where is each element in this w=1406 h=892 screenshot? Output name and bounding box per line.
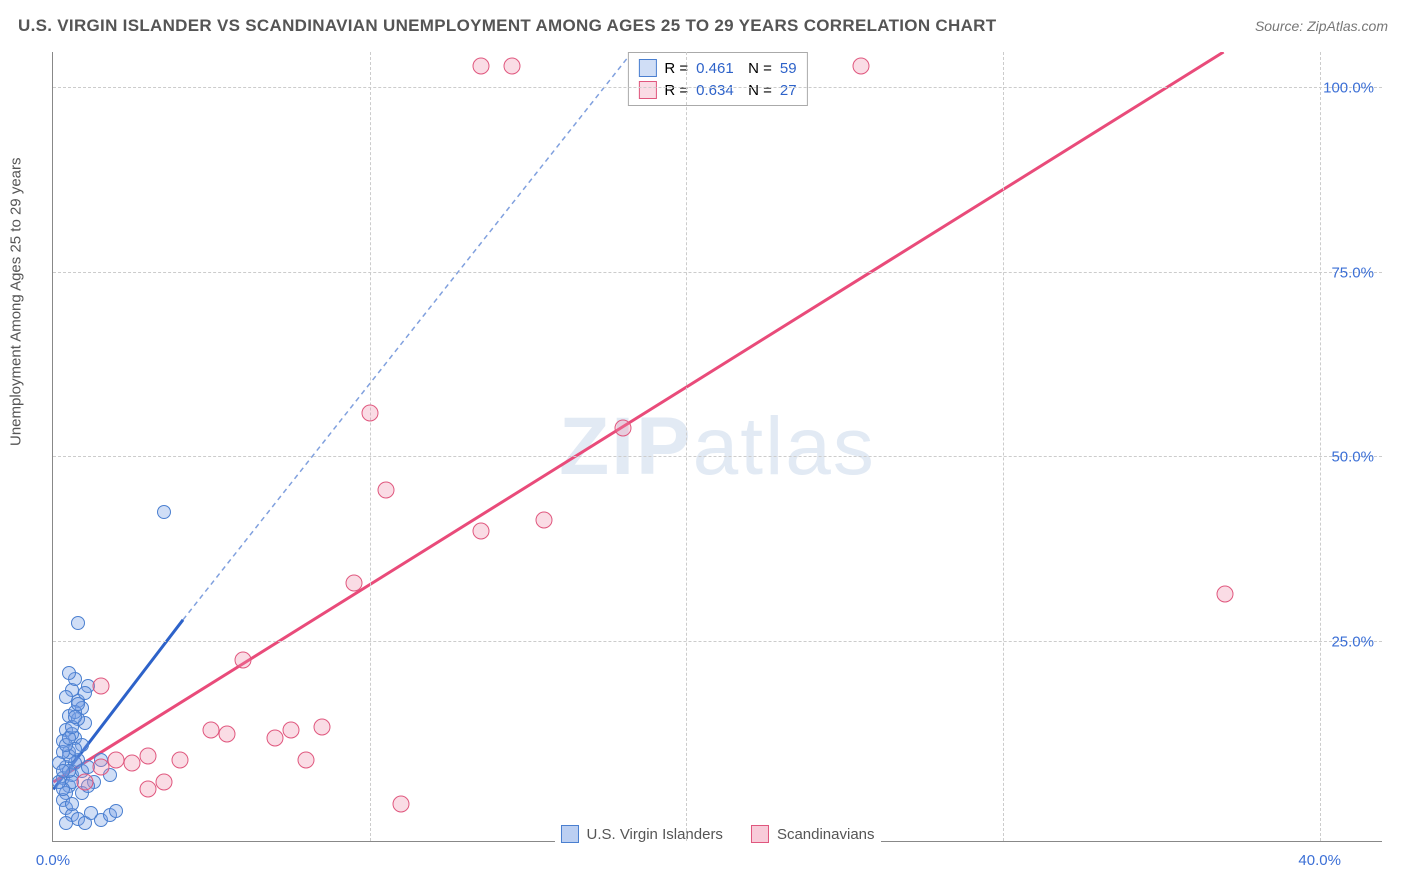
source-label: Source: ZipAtlas.com xyxy=(1255,18,1388,34)
y-tick-label: 100.0% xyxy=(1323,79,1374,96)
gridline-vertical xyxy=(1320,52,1321,841)
gridline-vertical xyxy=(686,52,687,841)
y-axis-label: Unemployment Among Ages 25 to 29 years xyxy=(8,157,25,446)
data-point xyxy=(62,666,76,680)
watermark-text: ZIPatlas xyxy=(559,400,876,494)
series2-legend-label: Scandinavians xyxy=(777,826,875,843)
series2-swatch xyxy=(638,81,656,99)
data-point xyxy=(615,419,632,436)
r-value-series2: 0.634 xyxy=(696,82,740,99)
data-point xyxy=(71,616,85,630)
legend-item-series1: U.S. Virgin Islanders xyxy=(560,825,722,843)
gridline-horizontal xyxy=(53,641,1382,642)
r-value-series1: 0.461 xyxy=(696,60,740,77)
data-point xyxy=(140,781,157,798)
series1-swatch xyxy=(638,59,656,77)
y-tick-label: 25.0% xyxy=(1331,633,1374,650)
data-point xyxy=(235,652,252,669)
data-point xyxy=(377,482,394,499)
gridline-horizontal xyxy=(53,456,1382,457)
gridline-vertical xyxy=(1003,52,1004,841)
data-point xyxy=(219,725,236,742)
data-point xyxy=(171,751,188,768)
data-point xyxy=(155,773,172,790)
data-point xyxy=(361,404,378,421)
scatter-chart: ZIPatlas R = 0.461 N = 59 R = 0.634 N = … xyxy=(52,52,1382,842)
data-point xyxy=(1216,585,1233,602)
legend-item-series2: Scandinavians xyxy=(751,825,875,843)
data-point xyxy=(108,751,125,768)
gridline-horizontal xyxy=(53,87,1382,88)
series1-swatch-icon xyxy=(560,825,578,843)
data-point xyxy=(157,505,171,519)
data-point xyxy=(393,796,410,813)
x-tick-label: 0.0% xyxy=(36,852,70,869)
gridline-vertical xyxy=(370,52,371,841)
data-point xyxy=(68,710,82,724)
data-point xyxy=(203,722,220,739)
data-point xyxy=(472,57,489,74)
data-point xyxy=(92,759,109,776)
n-label: N = xyxy=(748,60,772,77)
stats-legend: R = 0.461 N = 59 R = 0.634 N = 27 xyxy=(627,52,807,106)
y-tick-label: 75.0% xyxy=(1331,264,1374,281)
x-tick-label: 40.0% xyxy=(1298,852,1341,869)
gridline-horizontal xyxy=(53,272,1382,273)
data-point xyxy=(56,764,70,778)
series2-swatch-icon xyxy=(751,825,769,843)
chart-title: U.S. VIRGIN ISLANDER VS SCANDINAVIAN UNE… xyxy=(18,16,996,36)
bottom-legend: U.S. Virgin Islanders Scandinavians xyxy=(554,825,880,843)
n-value-series2: 27 xyxy=(780,82,797,99)
data-point xyxy=(124,755,141,772)
data-point xyxy=(59,816,73,830)
stats-row-series1: R = 0.461 N = 59 xyxy=(638,57,796,79)
data-point xyxy=(282,722,299,739)
data-point xyxy=(140,748,157,765)
r-label: R = xyxy=(664,60,688,77)
stats-row-series2: R = 0.634 N = 27 xyxy=(638,79,796,101)
data-point xyxy=(109,804,123,818)
data-point xyxy=(535,511,552,528)
trend-lines xyxy=(53,52,1382,841)
data-point xyxy=(266,729,283,746)
data-point xyxy=(92,677,109,694)
data-point xyxy=(345,574,362,591)
r-label: R = xyxy=(664,82,688,99)
data-point xyxy=(71,697,85,711)
n-label: N = xyxy=(748,82,772,99)
n-value-series1: 59 xyxy=(780,60,797,77)
data-point xyxy=(314,718,331,735)
data-point xyxy=(298,751,315,768)
series1-legend-label: U.S. Virgin Islanders xyxy=(586,826,722,843)
data-point xyxy=(472,522,489,539)
data-point xyxy=(65,797,79,811)
data-point xyxy=(852,57,869,74)
data-point xyxy=(76,773,93,790)
data-point xyxy=(504,57,521,74)
y-tick-label: 50.0% xyxy=(1331,449,1374,466)
